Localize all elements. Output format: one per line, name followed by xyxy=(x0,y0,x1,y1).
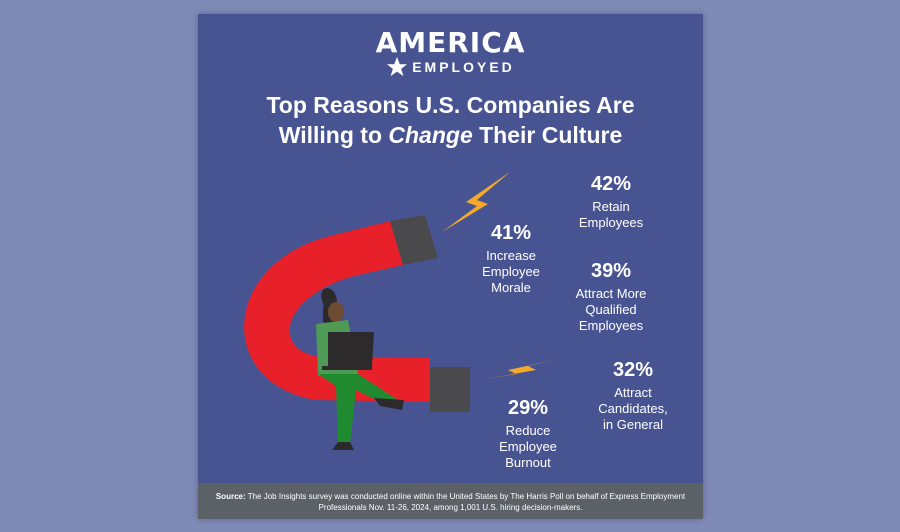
lightning-bolt-icon-lower xyxy=(480,358,564,380)
magnet-tip-lower xyxy=(430,367,470,412)
title-emphasis: Change xyxy=(388,122,473,148)
stat-retain-employees: 42% Retain Employees xyxy=(578,173,644,230)
stat-reduce-employee-burnout: 29% Reduce Employee Burnout xyxy=(499,397,557,470)
logo-sub-text: EMPLOYED xyxy=(412,59,515,75)
infographic-card: AMERICA EMPLOYED Top Reasons U.S. Compan… xyxy=(198,14,703,519)
infographic-title: Top Reasons U.S. Companies Are Willing t… xyxy=(266,92,635,148)
magnet-illustration xyxy=(244,172,564,450)
stat-attract-candidates: 32% Attract Candidates, in General xyxy=(598,359,668,432)
person-with-laptop-icon xyxy=(316,288,404,450)
magnet-tip-upper xyxy=(390,215,438,265)
stat-increase-employee-morale: 41% Increase Employee Morale xyxy=(482,222,540,295)
source-text: The Job Insights survey was conducted on… xyxy=(245,492,686,512)
source-label: Source: xyxy=(215,492,246,501)
magnet-body xyxy=(244,221,430,402)
star-icon xyxy=(387,56,408,77)
lightning-bolt-icon-upper xyxy=(442,172,510,232)
stat-attract-qualified-employees: 39% Attract More Qualified Employees xyxy=(575,260,647,333)
america-employed-logo: AMERICA EMPLOYED xyxy=(198,28,703,78)
logo-main-text: AMERICA xyxy=(375,26,526,59)
source-footnote: Source: The Job Insights survey was cond… xyxy=(198,483,703,519)
